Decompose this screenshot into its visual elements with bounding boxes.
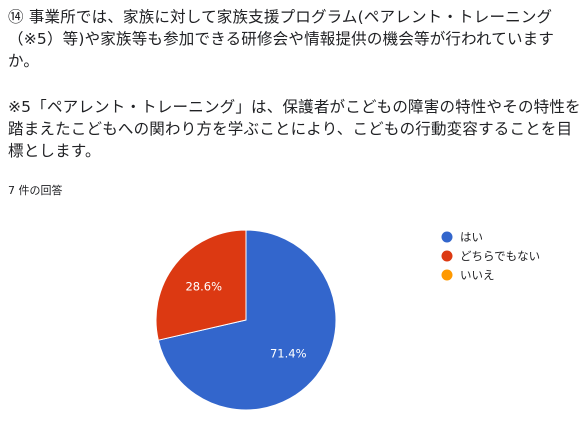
slice-2[interactable] <box>155 229 247 341</box>
slice-2-label: 28.6% <box>185 279 222 293</box>
legend-label-2: どちらでもない <box>460 249 540 263</box>
response-count: 7 件の回答 <box>8 184 63 197</box>
slice-1-label: 71.4% <box>270 347 307 361</box>
legend-marker-1 <box>441 231 453 243</box>
question-title: ⑭ 事業所では、家族に対して家族支援プログラム(ペアレント・トレーニング（※5）… <box>8 8 555 70</box>
pie-labels: 71.4% 28.6% <box>185 279 306 360</box>
legend-label-3: いいえ <box>460 268 495 282</box>
legend-marker-2 <box>441 250 453 262</box>
question-block: ⑭ 事業所では、家族に対して家族支援プログラム(ペアレント・トレーニング（※5）… <box>8 6 582 186</box>
legend-marker-3 <box>441 269 453 281</box>
question-note: ※5「ペアレント・トレーニング」は、保護者がこどもの障害の特性やその特性を踏まえ… <box>8 98 581 160</box>
slice-1[interactable] <box>157 229 337 411</box>
pie-slices <box>155 229 337 411</box>
legend-label-1: はい <box>460 230 483 244</box>
